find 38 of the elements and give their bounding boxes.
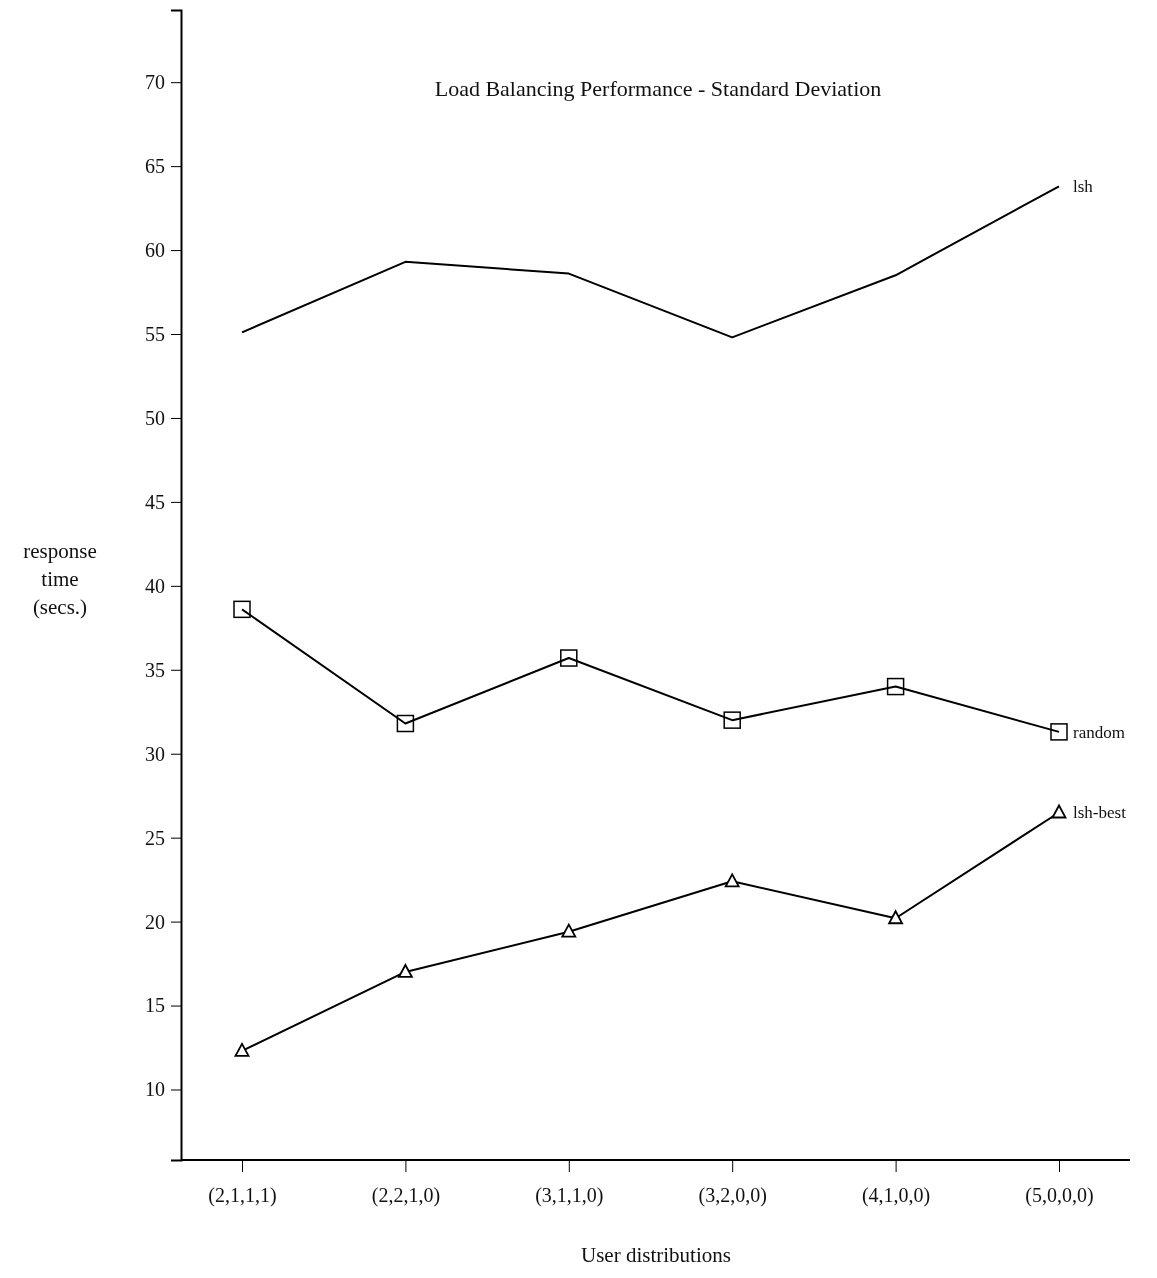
x-tick-label: (2,1,1,1) [208, 1184, 277, 1208]
series-label: lsh-best [1073, 803, 1127, 823]
x-tick-label: (4,1,0,0) [861, 1184, 931, 1208]
x-tick-label: (5,0,0,0) [1025, 1184, 1094, 1208]
y-tick-label: 40 [145, 574, 165, 597]
line-series [241, 185, 1060, 339]
y-axis-title: response time (secs.) [23, 539, 97, 619]
y-tick-label: 50 [145, 406, 165, 429]
y-tick-label: 55 [145, 322, 165, 345]
point [561, 923, 577, 938]
x-tick-label: (3,1,1,0) [535, 1184, 604, 1208]
y-tick-label: 65 [145, 155, 165, 178]
point [233, 600, 251, 619]
y-tick-label: 30 [145, 742, 165, 765]
y-tick-label: 10 [145, 1078, 165, 1101]
point [886, 677, 905, 696]
point [560, 649, 578, 667]
text: Load Balancing Performance - Standard Deviation [434, 76, 882, 101]
x-tick-label: (2,2,1,0) [371, 1184, 441, 1208]
y-tick-label: 70 [145, 71, 165, 94]
y-tick-label: 45 [145, 490, 165, 513]
y-tick-label: 25 [145, 826, 165, 849]
series-label: random [1073, 722, 1125, 742]
point [1051, 804, 1067, 819]
y-tick-label: 20 [145, 910, 165, 933]
point [888, 910, 903, 925]
point [396, 714, 415, 733]
point [398, 964, 413, 978]
y-tick-label: 15 [145, 994, 165, 1017]
y-tick-label: 35 [145, 658, 165, 681]
point [234, 1042, 250, 1057]
y-tick-label: 60 [145, 238, 165, 261]
x-axis-title: User distributions [581, 1243, 731, 1267]
point [1050, 723, 1068, 741]
point [723, 711, 741, 729]
x-tick-label: (3,2,0,0) [698, 1184, 767, 1208]
series-label: lsh [1073, 177, 1094, 197]
point [724, 873, 740, 888]
